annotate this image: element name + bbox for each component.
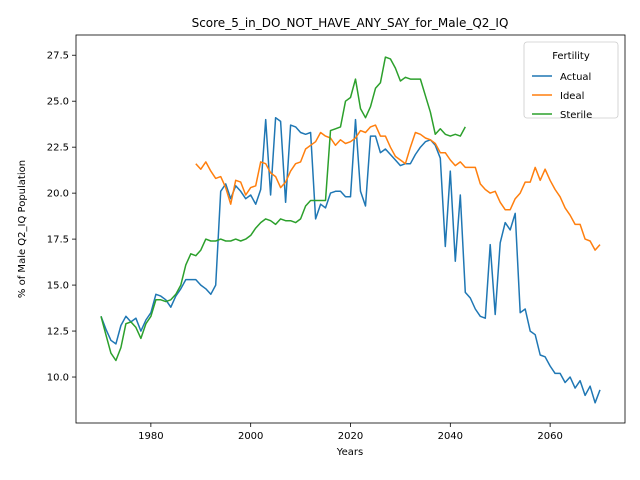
y-axis-label: % of Male Q2_IQ Population [17, 160, 28, 298]
x-tick-label: 2000 [238, 431, 263, 442]
y-tick-label: 17.5 [47, 235, 69, 246]
y-tick-label: 10.0 [47, 373, 69, 384]
x-axis: 1980 2000 2020 2040 2060 [138, 423, 563, 442]
y-tick-label: 15.0 [47, 281, 69, 292]
legend-entries: Actual Ideal Sterile [532, 72, 592, 121]
y-tick-label: 22.5 [47, 143, 69, 154]
plot-area [100, 56, 601, 404]
series-line-sterile [100, 56, 466, 362]
legend-title: Fertility [552, 51, 590, 62]
legend-label-actual: Actual [560, 72, 591, 83]
y-tick-label: 25.0 [47, 97, 69, 108]
y-axis: 10.0 12.5 15.0 17.5 20.0 22.5 25.0 27.5 [47, 51, 76, 384]
legend: Fertility Actual Ideal Sterile [523, 41, 619, 121]
legend-label-sterile: Sterile [560, 110, 592, 121]
legend-box [523, 41, 619, 119]
series-line-ideal [195, 124, 601, 251]
x-axis-label: Years [336, 447, 363, 458]
y-tick-label: 27.5 [47, 51, 69, 62]
y-tick-label: 12.5 [47, 327, 69, 338]
x-tick-label: 2040 [438, 431, 463, 442]
series-line-actual [100, 116, 601, 404]
x-tick-label: 2020 [338, 431, 363, 442]
chart-title: Score_5_in_DO_NOT_HAVE_ANY_SAY_for_Male_… [192, 16, 509, 30]
x-tick-label: 1980 [138, 431, 163, 442]
x-tick-label: 2060 [537, 431, 562, 442]
y-tick-label: 20.0 [47, 189, 69, 200]
legend-label-ideal: Ideal [560, 91, 584, 102]
